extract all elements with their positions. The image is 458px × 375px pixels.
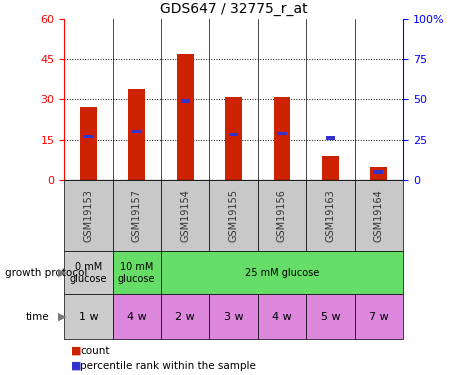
Text: GSM19155: GSM19155 bbox=[229, 189, 239, 242]
Bar bbox=[278, 132, 287, 135]
Text: 1 w: 1 w bbox=[78, 312, 98, 322]
Bar bbox=[84, 135, 93, 138]
Text: 25 mM glucose: 25 mM glucose bbox=[245, 268, 319, 278]
Bar bbox=[132, 130, 142, 133]
Text: GSM19157: GSM19157 bbox=[132, 189, 142, 242]
Text: 4 w: 4 w bbox=[127, 312, 147, 322]
Bar bbox=[354, 180, 403, 251]
Bar bbox=[371, 166, 387, 180]
Bar bbox=[374, 170, 383, 174]
Bar bbox=[80, 107, 97, 180]
Bar bbox=[161, 180, 209, 251]
Bar bbox=[177, 54, 194, 180]
Text: 3 w: 3 w bbox=[224, 312, 243, 322]
Text: ▶: ▶ bbox=[58, 312, 66, 322]
Text: GSM19154: GSM19154 bbox=[180, 189, 190, 242]
Bar bbox=[161, 294, 209, 339]
Text: time: time bbox=[25, 312, 49, 322]
Text: 7 w: 7 w bbox=[369, 312, 389, 322]
Text: GSM19164: GSM19164 bbox=[374, 189, 384, 242]
Bar bbox=[128, 88, 145, 180]
Bar bbox=[273, 97, 290, 180]
Bar bbox=[209, 180, 258, 251]
Bar bbox=[180, 99, 190, 103]
Text: ■: ■ bbox=[71, 361, 82, 370]
Bar bbox=[229, 133, 238, 136]
Bar bbox=[306, 180, 354, 251]
Text: GSM19163: GSM19163 bbox=[326, 189, 335, 242]
Bar bbox=[326, 136, 335, 140]
Bar bbox=[64, 251, 113, 294]
Text: percentile rank within the sample: percentile rank within the sample bbox=[80, 361, 256, 370]
Text: 2 w: 2 w bbox=[175, 312, 195, 322]
Text: count: count bbox=[80, 346, 109, 355]
Text: 10 mM
glucose: 10 mM glucose bbox=[118, 262, 156, 284]
Bar bbox=[354, 294, 403, 339]
Bar bbox=[113, 251, 161, 294]
Bar bbox=[113, 180, 161, 251]
Title: GDS647 / 32775_r_at: GDS647 / 32775_r_at bbox=[160, 2, 307, 16]
Text: ▶: ▶ bbox=[58, 268, 66, 278]
Bar bbox=[161, 251, 403, 294]
Text: GSM19153: GSM19153 bbox=[83, 189, 93, 242]
Bar bbox=[258, 294, 306, 339]
Text: 4 w: 4 w bbox=[272, 312, 292, 322]
Bar bbox=[209, 294, 258, 339]
Bar bbox=[64, 294, 113, 339]
Text: ■: ■ bbox=[71, 346, 82, 355]
Text: growth protocol: growth protocol bbox=[5, 268, 87, 278]
Bar bbox=[258, 180, 306, 251]
Bar bbox=[64, 180, 113, 251]
Text: 5 w: 5 w bbox=[321, 312, 340, 322]
Bar bbox=[322, 156, 339, 180]
Text: 0 mM
glucose: 0 mM glucose bbox=[70, 262, 107, 284]
Bar bbox=[113, 294, 161, 339]
Bar bbox=[306, 294, 354, 339]
Text: GSM19156: GSM19156 bbox=[277, 189, 287, 242]
Bar bbox=[225, 97, 242, 180]
